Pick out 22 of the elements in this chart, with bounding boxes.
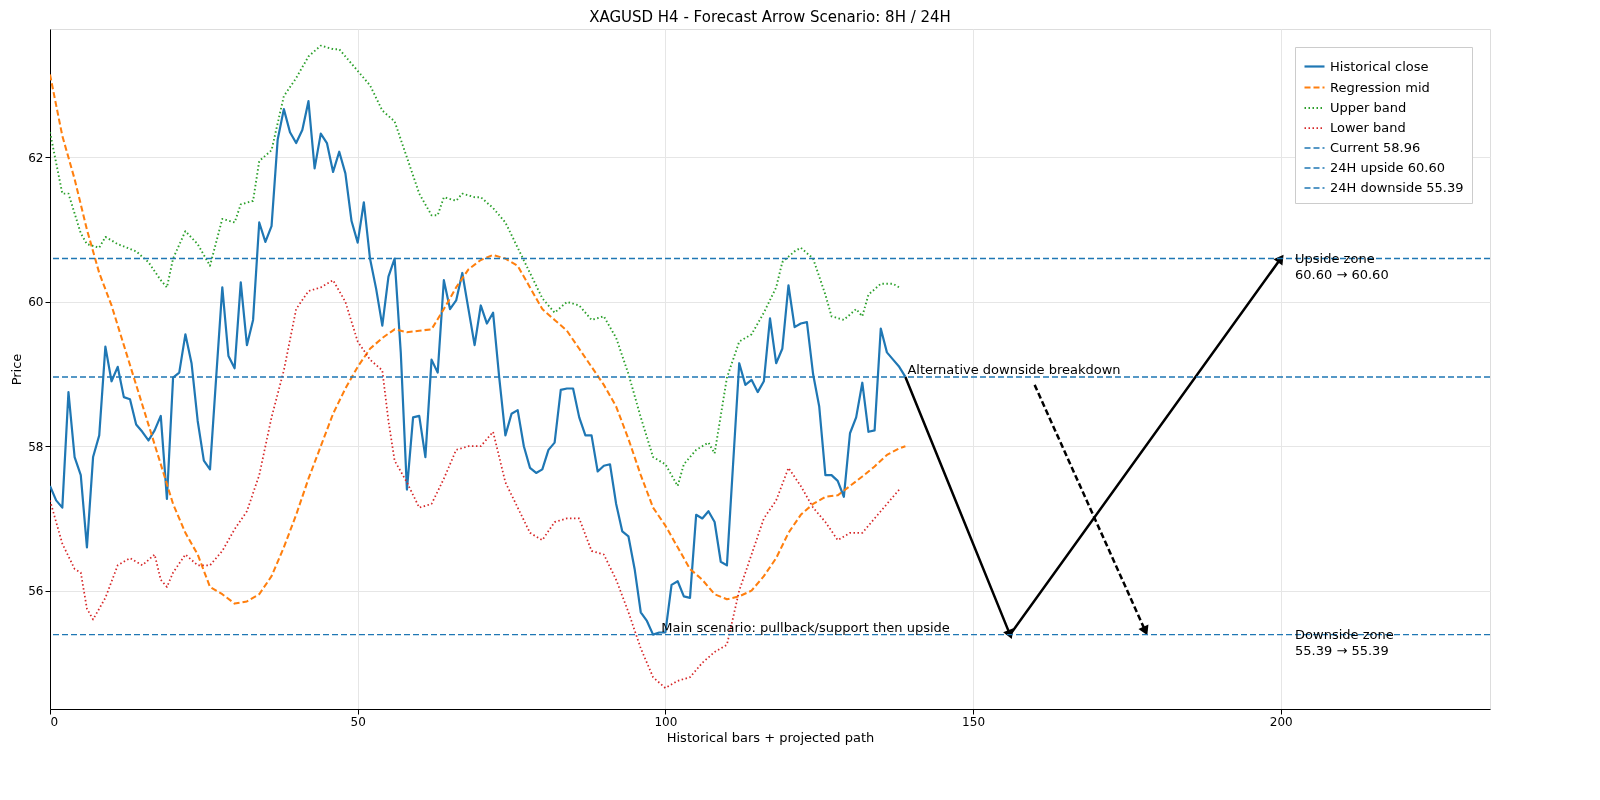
y-tick-label: 58 (28, 439, 44, 454)
x-tick-label: 150 (962, 714, 986, 729)
line-series (50, 44, 901, 487)
annotation: Alternative downside breakdown (907, 361, 1121, 377)
x-tick-label: 100 (654, 714, 678, 729)
legend-label: Regression mid (1330, 79, 1430, 95)
x-tick-label: 50 (350, 714, 366, 729)
legend-label: 24H upside 60.60 (1330, 160, 1445, 175)
y-tick-label: 56 (28, 584, 44, 599)
legend-label: Lower band (1330, 120, 1406, 135)
y-axis-title: Price (9, 353, 25, 386)
line-series (50, 279, 901, 689)
x-tick-label: 200 (1269, 714, 1293, 729)
legend-label: Current 58.96 (1330, 140, 1421, 155)
y-tick-label: 62 (28, 150, 44, 165)
x-tick-label: 0 (50, 714, 59, 729)
legend-label: 24H downside 55.39 (1330, 180, 1464, 195)
legend-label: Historical close (1330, 58, 1429, 74)
legend-label: Upper band (1330, 100, 1407, 115)
y-tick-label: 60 (28, 295, 44, 310)
chart-title: XAGUSD H4 - Forecast Arrow Scenario: 8H / 24H (589, 8, 951, 26)
x-axis-title: Historical bars + projected path (666, 729, 875, 745)
